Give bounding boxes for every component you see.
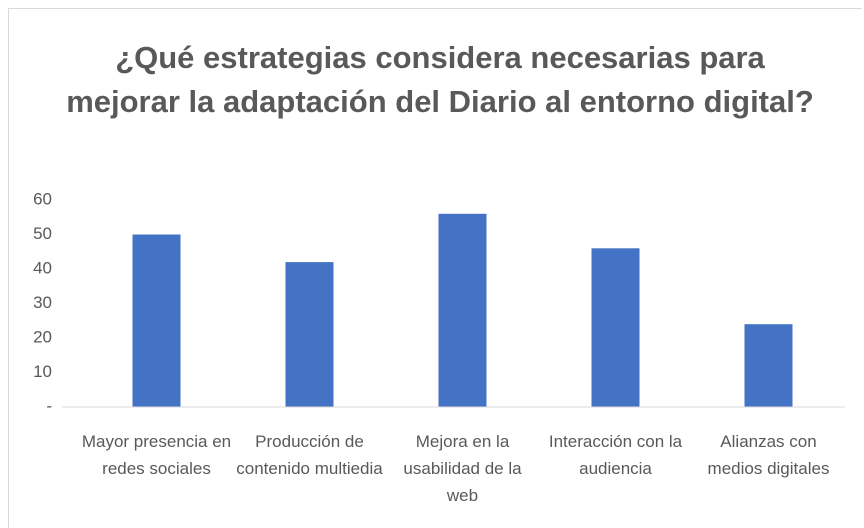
x-tick-label: Mejora en la usabilidad de la web — [403, 432, 522, 505]
y-tick-label: 60 — [33, 189, 52, 208]
bar — [285, 262, 334, 407]
y-tick-label: 50 — [33, 224, 52, 243]
bar — [591, 248, 640, 407]
y-tick-label: - — [46, 396, 52, 415]
bar — [438, 213, 487, 407]
bar — [744, 324, 793, 407]
y-tick-label: 30 — [33, 293, 52, 312]
chart-frame — [8, 8, 862, 528]
y-tick-label: 20 — [33, 327, 52, 346]
x-tick-label: Interacción con la audiencia — [548, 432, 683, 478]
bar — [132, 234, 181, 407]
y-tick-label: 10 — [33, 362, 52, 381]
x-tick-label: Alianzas con medios digitales — [707, 432, 830, 478]
x-tick-label: Producción de contenido multiedia — [236, 432, 383, 478]
y-tick-label: 40 — [33, 258, 52, 277]
x-tick-label: Mayor presencia en redes sociales — [81, 432, 232, 478]
chart-title: ¿Qué estrategias considera necesarias pa… — [66, 40, 814, 119]
